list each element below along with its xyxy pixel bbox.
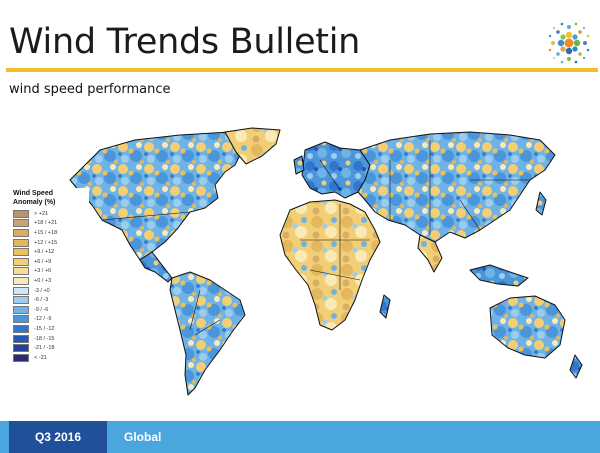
legend-title: Wind Speed Anomaly (%) bbox=[13, 190, 56, 206]
legend-item: +15 / +18 bbox=[9, 228, 89, 238]
legend-swatch bbox=[13, 324, 29, 333]
legend-swatch bbox=[13, 238, 29, 247]
legend-swatch bbox=[13, 305, 29, 314]
legend-label: -9 / -6 bbox=[34, 306, 49, 313]
legend-item: -21 / -18 bbox=[9, 343, 89, 353]
legend-label: +18 / +21 bbox=[34, 220, 58, 227]
legend-item: -12 / -9 bbox=[9, 315, 89, 325]
legend-label: -12 / -9 bbox=[34, 316, 52, 323]
legend-label: -18 / -15 bbox=[34, 335, 55, 342]
legend-swatch bbox=[13, 257, 29, 266]
legend-item: -6 / -3 bbox=[9, 295, 89, 305]
south-america bbox=[169, 271, 246, 396]
page-title: Wind Trends Bulletin bbox=[9, 22, 361, 62]
legend-label: +0 / +3 bbox=[34, 277, 52, 284]
legend-swatch bbox=[13, 276, 29, 285]
legend-item: < -21 bbox=[9, 353, 89, 363]
legend-swatch bbox=[13, 248, 29, 257]
legend-label: +3 / +6 bbox=[34, 268, 52, 275]
central-america bbox=[139, 251, 173, 283]
legend-item: +9 / +12 bbox=[9, 247, 89, 257]
legend-label: -15 / -12 bbox=[34, 325, 55, 332]
legend-swatch bbox=[13, 267, 29, 276]
company-logo-icon bbox=[548, 22, 590, 64]
southeast-asia-islands bbox=[469, 264, 529, 287]
world-anomaly-map bbox=[69, 127, 583, 396]
asia bbox=[357, 131, 556, 243]
legend-label: -3 / +0 bbox=[34, 287, 50, 294]
legend-swatch bbox=[13, 286, 29, 295]
legend-label: +12 / +15 bbox=[34, 239, 58, 246]
title-underline bbox=[6, 68, 598, 72]
legend-swatch bbox=[13, 353, 29, 362]
legend-item: +6 / +9 bbox=[9, 257, 89, 267]
japan bbox=[535, 191, 547, 216]
legend-item: +3 / +6 bbox=[9, 267, 89, 277]
legend-swatch bbox=[13, 228, 29, 237]
australia bbox=[489, 295, 566, 359]
legend-item: +0 / +3 bbox=[9, 276, 89, 286]
legend-item: -18 / -15 bbox=[9, 334, 89, 344]
legend-label: +6 / +9 bbox=[34, 258, 52, 265]
legend-items: > +21 +18 / +21 +15 / +18 +12 / +15 +9 / +12… bbox=[9, 209, 89, 363]
legend-swatch bbox=[13, 296, 29, 305]
madagascar bbox=[379, 294, 391, 319]
legend-item: +18 / +21 bbox=[9, 219, 89, 229]
page-subtitle: wind speed performance bbox=[9, 82, 171, 97]
legend-label: +9 / +12 bbox=[34, 249, 55, 256]
legend-label: -6 / -3 bbox=[34, 297, 49, 304]
greenland bbox=[224, 127, 281, 165]
map-legend: Wind Speed Anomaly (%) > +21 +18 / +21 +15… bbox=[9, 188, 89, 382]
legend-label: -21 / -18 bbox=[34, 345, 55, 352]
india bbox=[417, 234, 443, 273]
legend-item: +12 / +15 bbox=[9, 238, 89, 248]
legend-swatch bbox=[13, 315, 29, 324]
footer-region: Global bbox=[124, 430, 162, 444]
north-america bbox=[69, 131, 246, 261]
legend-swatch bbox=[13, 344, 29, 353]
legend-item: -3 / +0 bbox=[9, 286, 89, 296]
new-zealand bbox=[569, 354, 583, 379]
legend-swatch bbox=[13, 209, 29, 218]
legend-label: +15 / +18 bbox=[34, 229, 58, 236]
legend-item: > +21 bbox=[9, 209, 89, 219]
legend-item: -9 / -6 bbox=[9, 305, 89, 315]
legend-item: -15 / -12 bbox=[9, 324, 89, 334]
footer-bar: Q3 2016 Global bbox=[0, 421, 600, 453]
legend-label: < -21 bbox=[34, 354, 47, 361]
legend-swatch bbox=[13, 334, 29, 343]
legend-swatch bbox=[13, 219, 29, 228]
footer-period: Q3 2016 bbox=[9, 421, 107, 453]
legend-label: > +21 bbox=[34, 210, 49, 217]
british-isles bbox=[293, 155, 305, 175]
africa bbox=[279, 199, 381, 331]
